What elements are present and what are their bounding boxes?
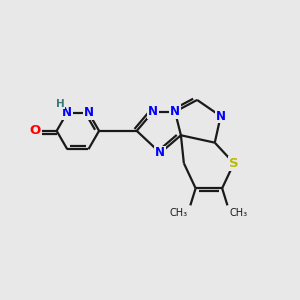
Text: H: H bbox=[56, 99, 64, 109]
Text: N: N bbox=[62, 106, 72, 119]
Text: N: N bbox=[148, 105, 158, 118]
Text: N: N bbox=[216, 110, 226, 123]
Text: CH₃: CH₃ bbox=[230, 208, 248, 218]
Text: N: N bbox=[155, 146, 165, 159]
Text: O: O bbox=[30, 124, 41, 137]
Text: CH₃: CH₃ bbox=[170, 208, 188, 218]
Text: N: N bbox=[170, 105, 180, 118]
Text: S: S bbox=[229, 157, 239, 170]
Text: N: N bbox=[83, 106, 94, 119]
